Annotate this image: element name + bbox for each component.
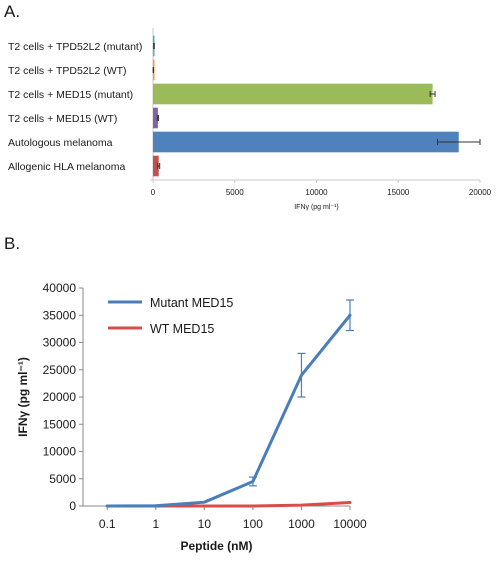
x-tick-label: 10000 [333,517,367,531]
x-tick-label: 20000 [469,188,492,197]
line-chart: 0 5000 10000 15000 20000 25000 30000 35000 40000… [16,281,367,553]
y-tick-label: 15000 [43,417,77,431]
category-label: T2 cells + MED15 (mutant) [8,89,133,101]
panel-a-label: A. [4,2,21,21]
x-axis-title: IFNγ (pg ml⁻¹) [294,204,339,211]
x-tick-label: 0 [151,188,156,197]
panel-a: A. T2 cells + TPD52L2 (mutant) T2 cells +… [0,0,500,230]
bar-chart: T2 cells + TPD52L2 (mutant) T2 cells + TP… [8,28,492,211]
y-tick-label: 20000 [43,390,77,404]
x-tick-label: 0.1 [99,517,116,531]
legend-label: Mutant MED15 [150,296,233,310]
legend-label: WT MED15 [150,322,214,336]
bar [153,107,158,129]
y-tick-label: 25000 [43,363,77,377]
y-tick-label: 35000 [43,308,77,322]
y-axis-title: IFNγ (pg ml⁻¹) [16,357,30,437]
x-tick-label: 10000 [305,188,328,197]
x-tick-label: 1 [152,517,159,531]
panel-b: B. 0 5000 10000 15000 20000 25000 30000 35000 40… [0,232,500,571]
x-tick-label: 1000 [288,517,315,531]
category-label: T2 cells + TPD52L2 (mutant) [8,41,142,53]
y-tick-label: 0 [69,499,76,513]
x-tick-label: 15000 [387,188,410,197]
category-label: Allogenic HLA melanoma [8,161,125,173]
panel-b-label: B. [4,234,21,253]
bar [153,155,159,177]
x-axis-title: Peptide (nM) [181,539,253,553]
y-tick-label: 10000 [43,445,77,459]
x-tick-label: 5000 [226,188,244,197]
bar [153,131,459,153]
y-tick-label: 30000 [43,336,77,350]
x-tick-label: 100 [243,517,263,531]
y-tick-label: 5000 [49,472,76,486]
bar [153,83,433,105]
y-tick-label: 40000 [43,281,77,295]
category-label: Autologous melanoma [8,137,113,149]
series-line [105,313,352,508]
category-label: T2 cells + TPD52L2 (WT) [8,65,127,77]
category-label: T2 cells + MED15 (WT) [8,113,117,125]
x-tick-label: 10 [198,517,212,531]
